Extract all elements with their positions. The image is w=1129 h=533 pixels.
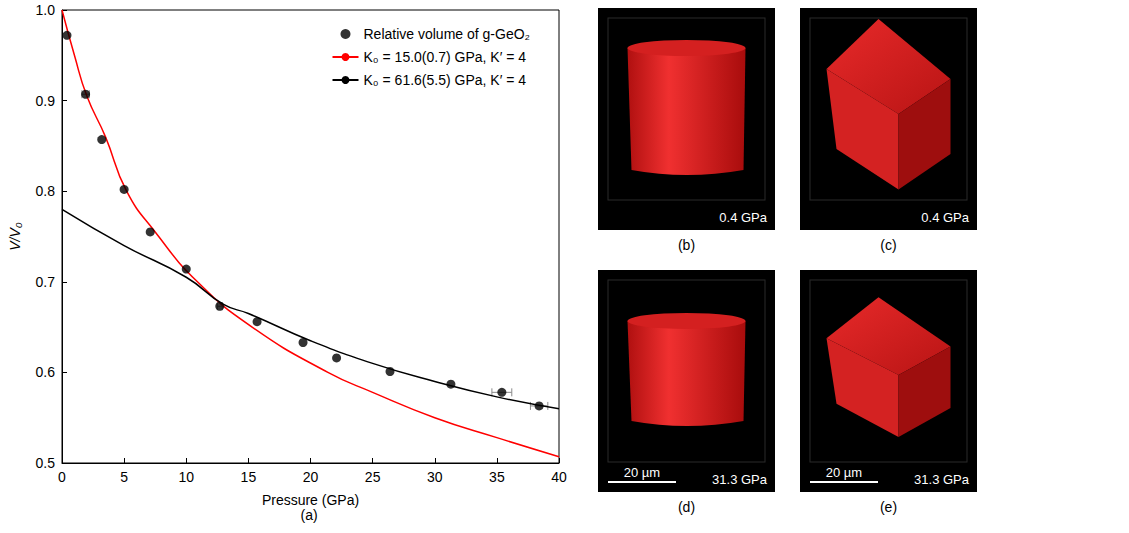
svg-text:40: 40: [551, 469, 567, 485]
svg-text:0.9: 0.9: [36, 93, 56, 109]
svg-text:0.7: 0.7: [36, 274, 56, 290]
svg-text:1.0: 1.0: [36, 2, 56, 18]
svg-text:20 µm: 20 µm: [826, 465, 862, 480]
svg-text:(e): (e): [880, 499, 897, 515]
svg-text:Relative volume of g-GeO₂: Relative volume of g-GeO₂: [363, 26, 530, 42]
svg-text:31.3 GPa: 31.3 GPa: [712, 472, 768, 487]
svg-text:0.4 GPa: 0.4 GPa: [719, 210, 767, 225]
svg-text:10: 10: [178, 469, 194, 485]
svg-text:0: 0: [58, 469, 66, 485]
svg-text:0.4 GPa: 0.4 GPa: [921, 210, 969, 225]
svg-text:0.8: 0.8: [36, 183, 56, 199]
svg-text:30: 30: [427, 469, 443, 485]
svg-text:(a): (a): [301, 507, 318, 523]
svg-text:35: 35: [489, 469, 505, 485]
svg-text:20: 20: [303, 469, 319, 485]
svg-text:20 µm: 20 µm: [624, 465, 660, 480]
svg-text:31.3 GPa: 31.3 GPa: [914, 472, 970, 487]
svg-text:Pressure (GPa): Pressure (GPa): [262, 492, 359, 508]
svg-text:(b): (b): [678, 237, 695, 253]
svg-text:25: 25: [365, 469, 381, 485]
svg-text:V/V₀: V/V₀: [7, 222, 23, 251]
svg-text:(d): (d): [678, 499, 695, 515]
svg-text:5: 5: [120, 469, 128, 485]
svg-text:0.5: 0.5: [36, 455, 56, 471]
svg-text:K₀ = 15.0(0.7) GPa, K′ = 4: K₀ = 15.0(0.7) GPa, K′ = 4: [363, 49, 526, 65]
svg-text:0.6: 0.6: [36, 364, 56, 380]
svg-text:(c): (c): [880, 237, 896, 253]
svg-text:15: 15: [241, 469, 257, 485]
svg-text:K₀ = 61.6(5.5) GPa, K′ = 4: K₀ = 61.6(5.5) GPa, K′ = 4: [363, 72, 526, 88]
